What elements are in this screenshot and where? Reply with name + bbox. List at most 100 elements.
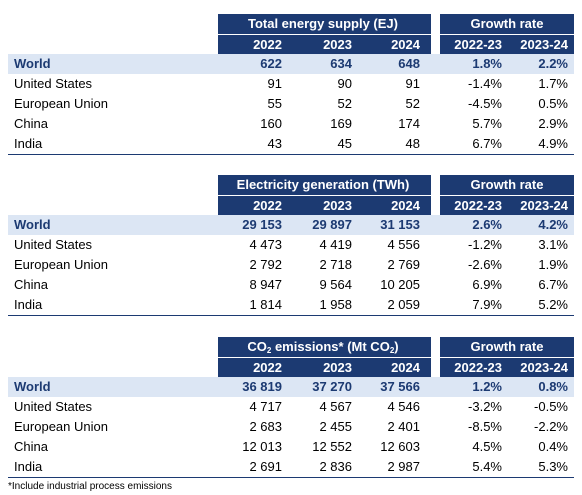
- table-row: India 2 691 2 836 2 987 5.4% 5.3%: [8, 457, 574, 477]
- row-label: India: [14, 297, 43, 312]
- value-cell: 31 153: [380, 217, 420, 232]
- growth-cell: 0.4%: [538, 439, 568, 454]
- year-header: 2023: [323, 198, 352, 213]
- value-cell: 45: [337, 136, 352, 151]
- value-cell: 174: [398, 116, 420, 131]
- growth-period-header: 2022-23: [454, 37, 502, 52]
- growth-cell: 2.2%: [538, 56, 568, 71]
- energy-supply-table: Total energy supply (EJ) Growth rate 202…: [8, 14, 574, 155]
- value-cell: 648: [398, 56, 420, 71]
- growth-cell: -2.2%: [534, 419, 568, 434]
- table-row: United States 91 90 91 -1.4% 1.7%: [8, 74, 574, 94]
- growth-cell: 4.9%: [538, 136, 568, 151]
- value-cell: 12 013: [242, 439, 282, 454]
- value-cell: 43: [267, 136, 282, 151]
- row-label: China: [14, 277, 48, 292]
- growth-cell: 3.1%: [538, 237, 568, 252]
- value-cell: 1 958: [319, 297, 352, 312]
- value-cell: 2 401: [387, 419, 420, 434]
- value-cell: 2 792: [249, 257, 282, 272]
- year-header: 2022: [253, 198, 282, 213]
- row-label: World: [14, 379, 51, 394]
- growth-cell: 1.8%: [472, 56, 502, 71]
- year-header: 2024: [391, 198, 420, 213]
- growth-cell: 6.7%: [472, 136, 502, 151]
- value-cell: 2 683: [249, 419, 282, 434]
- row-label: European Union: [14, 419, 108, 434]
- table-row: European Union 2 792 2 718 2 769 -2.6% 1…: [8, 255, 574, 275]
- year-header: 2022: [253, 360, 282, 375]
- growth-cell: 5.3%: [538, 459, 568, 474]
- table-row: United States 4 473 4 419 4 556 -1.2% 3.…: [8, 235, 574, 255]
- table-header-years: 2022 2023 2024 2022-23 2023-24: [8, 195, 574, 216]
- value-cell: 2 455: [319, 419, 352, 434]
- value-cell: 48: [405, 136, 420, 151]
- value-cell: 2 836: [319, 459, 352, 474]
- table-header-groups: Electricity generation (TWh) Growth rate: [8, 175, 574, 195]
- value-cell: 2 718: [319, 257, 352, 272]
- value-cell: 2 059: [387, 297, 420, 312]
- growth-cell: 0.5%: [538, 96, 568, 111]
- growth-cell: -0.5%: [534, 399, 568, 414]
- growth-cell: 6.7%: [538, 277, 568, 292]
- growth-rate-title: Growth rate: [470, 339, 544, 354]
- growth-cell: -3.2%: [468, 399, 502, 414]
- row-label: World: [14, 217, 51, 232]
- table-header-groups: Total energy supply (EJ) Growth rate: [8, 14, 574, 34]
- row-label: China: [14, 116, 48, 131]
- value-cell: 29 897: [312, 217, 352, 232]
- value-cell: 622: [260, 56, 282, 71]
- growth-cell: 5.7%: [472, 116, 502, 131]
- value-cell: 37 566: [380, 379, 420, 394]
- row-label: European Union: [14, 96, 108, 111]
- value-cell: 36 819: [242, 379, 282, 394]
- year-header: 2023: [323, 37, 352, 52]
- row-label: United States: [14, 399, 93, 414]
- table-header-years: 2022 2023 2024 2022-23 2023-24: [8, 357, 574, 378]
- table-row-world: World 36 819 37 270 37 566 1.2% 0.8%: [8, 377, 574, 397]
- growth-period-header: 2022-23: [454, 198, 502, 213]
- table-row: United States 4 717 4 567 4 546 -3.2% -0…: [8, 397, 574, 417]
- value-cell: 12 603: [380, 439, 420, 454]
- value-cell: 91: [405, 76, 420, 91]
- row-label: United States: [14, 237, 93, 252]
- growth-cell: 4.2%: [538, 217, 568, 232]
- growth-rate-title: Growth rate: [470, 16, 544, 31]
- value-cell: 169: [330, 116, 352, 131]
- growth-cell: -4.5%: [468, 96, 502, 111]
- value-cell: 55: [267, 96, 282, 111]
- value-cell: 2 987: [387, 459, 420, 474]
- table-bottom-rule: [8, 477, 574, 478]
- growth-cell: 5.4%: [472, 459, 502, 474]
- growth-cell: 2.6%: [472, 217, 502, 232]
- table-header-groups: CO2 emissions* (Mt CO2) Growth rate: [8, 337, 574, 357]
- table-row: India 1 814 1 958 2 059 7.9% 5.2%: [8, 295, 574, 315]
- co2-emissions-table: CO2 emissions* (Mt CO2) Growth rate 2022…: [8, 337, 574, 478]
- growth-cell: 2.9%: [538, 116, 568, 131]
- table-row-world: World 29 153 29 897 31 153 2.6% 4.2%: [8, 215, 574, 235]
- value-cell: 2 769: [387, 257, 420, 272]
- growth-cell: -2.6%: [468, 257, 502, 272]
- table-row: China 160 169 174 5.7% 2.9%: [8, 114, 574, 134]
- value-cell: 1 814: [249, 297, 282, 312]
- row-label: India: [14, 136, 43, 151]
- table-row: European Union 2 683 2 455 2 401 -8.5% -…: [8, 417, 574, 437]
- electricity-generation-table: Electricity generation (TWh) Growth rate…: [8, 175, 574, 316]
- value-cell: 10 205: [380, 277, 420, 292]
- value-cell: 29 153: [242, 217, 282, 232]
- growth-cell: -1.2%: [468, 237, 502, 252]
- value-cell: 4 546: [387, 399, 420, 414]
- value-cell: 90: [337, 76, 352, 91]
- growth-cell: 7.9%: [472, 297, 502, 312]
- table-row: India 43 45 48 6.7% 4.9%: [8, 134, 574, 154]
- table-row: European Union 55 52 52 -4.5% 0.5%: [8, 94, 574, 114]
- footnote: *Include industrial process emissions: [8, 481, 172, 492]
- table-bottom-rule: [8, 154, 574, 155]
- value-cell: 37 270: [312, 379, 352, 394]
- growth-cell: 1.7%: [538, 76, 568, 91]
- value-cell: 8 947: [249, 277, 282, 292]
- value-cell: 9 564: [319, 277, 352, 292]
- growth-cell: -8.5%: [468, 419, 502, 434]
- growth-cell: 1.9%: [538, 257, 568, 272]
- row-label: India: [14, 459, 43, 474]
